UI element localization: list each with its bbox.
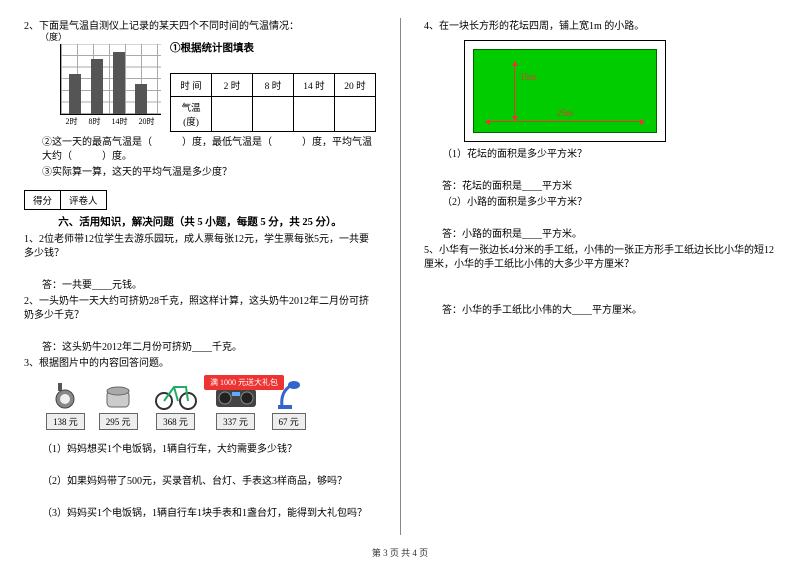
price-lamp: 67 元 <box>272 413 306 430</box>
bar-chart: （度） 2时 8时 14时 20时 <box>44 40 150 130</box>
q6-3-2: （2）如果妈妈带了500元，买录音机、台灯、手表这3样商品，够吗？ <box>24 475 376 489</box>
q4-intro: 4、在一块长方形的花坛四周，铺上宽1m 的小路。 <box>424 20 776 34</box>
section6-title: 六、活用知识，解决问题（共 5 小题，每题 5 分，共 25 分）。 <box>24 214 376 229</box>
price-bike: 368 元 <box>156 413 195 430</box>
td-2 <box>212 97 253 132</box>
q4-2-ans: 答：小路的面积是____平方米。 <box>424 228 776 242</box>
q5: 5、小华有一张边长4分米的手工纸，小伟的一张正方形手工纸边长比小华的短12厘米，… <box>424 244 776 272</box>
q6-1: 1、2位老师带12位学生去游乐园玩，成人票每张12元，学生票每张5元，一共要多少… <box>24 233 376 261</box>
flowerbed-figure: 15m 25m <box>464 40 776 142</box>
table-row: 气温(度) <box>171 97 376 132</box>
bar-3 <box>113 52 125 114</box>
chart-title-and-table: ①根据统计图填表 时 间 2 时 8 时 14 时 20 时 气温(度) <box>170 40 376 132</box>
product-watch: 138 元 <box>46 381 85 430</box>
q4-2: （2）小路的面积是多少平方米？ <box>424 196 776 210</box>
xlab-4: 20时 <box>139 116 155 127</box>
xlab-3: 14时 <box>112 116 128 127</box>
q2-sub2: ②这一天的最高气温是（ ）度，最低气温是（ ）度，平均气温大约（ ）度。 <box>24 136 376 164</box>
td-temp: 气温(度) <box>171 97 212 132</box>
th-14: 14 时 <box>294 74 335 97</box>
th-8: 8 时 <box>253 74 294 97</box>
q6-2: 2、一头奶牛一天大约可挤奶28千克，照这样计算，这头奶牛2012年二月份可挤奶多… <box>24 295 376 323</box>
td-20 <box>335 97 376 132</box>
table-row: 时 间 2 时 8 时 14 时 20 时 <box>171 74 376 97</box>
xlab-1: 2时 <box>66 116 78 127</box>
left-column: 2、下面是气温自测仪上记录的某天四个不同时间的气温情况： （度） 2时 8时 1… <box>0 0 400 565</box>
q2-intro: 2、下面是气温自测仪上记录的某天四个不同时间的气温情况： <box>24 20 376 34</box>
score-cell: 得分 <box>24 190 61 210</box>
xlab-2: 8时 <box>89 116 101 127</box>
temp-table: 时 间 2 时 8 时 14 时 20 时 气温(度) <box>170 73 376 132</box>
q6-3-1: （1）妈妈想买1个电饭锅，1辆自行车，大约需要多少钱？ <box>24 443 376 457</box>
q4-1-ans: 答：花坛的面积是____平方米 <box>424 180 776 194</box>
price-watch: 138 元 <box>46 413 85 430</box>
q6-3-3: （3）妈妈买1个电饭锅，1辆自行车1块手表和1盏台灯，能得到大礼包吗？ <box>24 507 376 521</box>
td-14 <box>294 97 335 132</box>
dim-width-label: 25m <box>474 108 656 118</box>
watch-icon <box>52 381 78 411</box>
chart-y-label: （度） <box>40 30 67 43</box>
q5-ans: 答：小华的手工纸比小伟的大____平方厘米。 <box>424 304 776 318</box>
dim-height-label: 15m <box>520 72 536 82</box>
q2-sub3: ③实际算一算，这天的平均气温是多少度？ <box>24 166 376 180</box>
th-time: 时 间 <box>171 74 212 97</box>
chart-x-labels: 2时 8时 14时 20时 <box>60 116 160 127</box>
bar-4 <box>135 84 147 114</box>
outer-path: 15m 25m <box>464 40 666 142</box>
bar-1 <box>69 74 81 114</box>
promo-banner: 满 1000 元送大礼包 <box>204 375 284 390</box>
th-20: 20 时 <box>335 74 376 97</box>
th-2: 2 时 <box>212 74 253 97</box>
price-radio: 337 元 <box>216 413 255 430</box>
q6-3: 3、根据图片中的内容回答问题。 <box>24 357 376 371</box>
marker-cell: 评卷人 <box>61 190 107 210</box>
bike-icon <box>152 377 200 411</box>
q6-2-ans: 答：这头奶牛2012年二月份可挤奶____千克。 <box>24 341 376 355</box>
q4-1: （1）花坛的面积是多少平方米？ <box>424 148 776 162</box>
right-column: 4、在一块长方形的花坛四周，铺上宽1m 的小路。 15m 25m （1）花坛的面… <box>400 0 800 565</box>
dim-width-line <box>486 121 644 122</box>
product-pot: 295 元 <box>99 381 138 430</box>
chart-title: ①根据统计图填表 <box>170 40 376 55</box>
flowerbed: 15m 25m <box>473 49 657 133</box>
q6-1-ans: 答：一共要____元钱。 <box>24 279 376 293</box>
score-box: 得分 评卷人 <box>24 190 376 210</box>
chart-grid <box>60 44 161 115</box>
product-bike: 368 元 <box>152 377 200 430</box>
bar-2 <box>91 59 103 114</box>
td-8 <box>253 97 294 132</box>
chart-and-table: （度） 2时 8时 14时 20时 ①根据统计图填表 <box>44 40 376 132</box>
pot-icon <box>103 381 133 411</box>
page-footer: 第 3 页 共 4 页 <box>0 546 800 559</box>
price-pot: 295 元 <box>99 413 138 430</box>
